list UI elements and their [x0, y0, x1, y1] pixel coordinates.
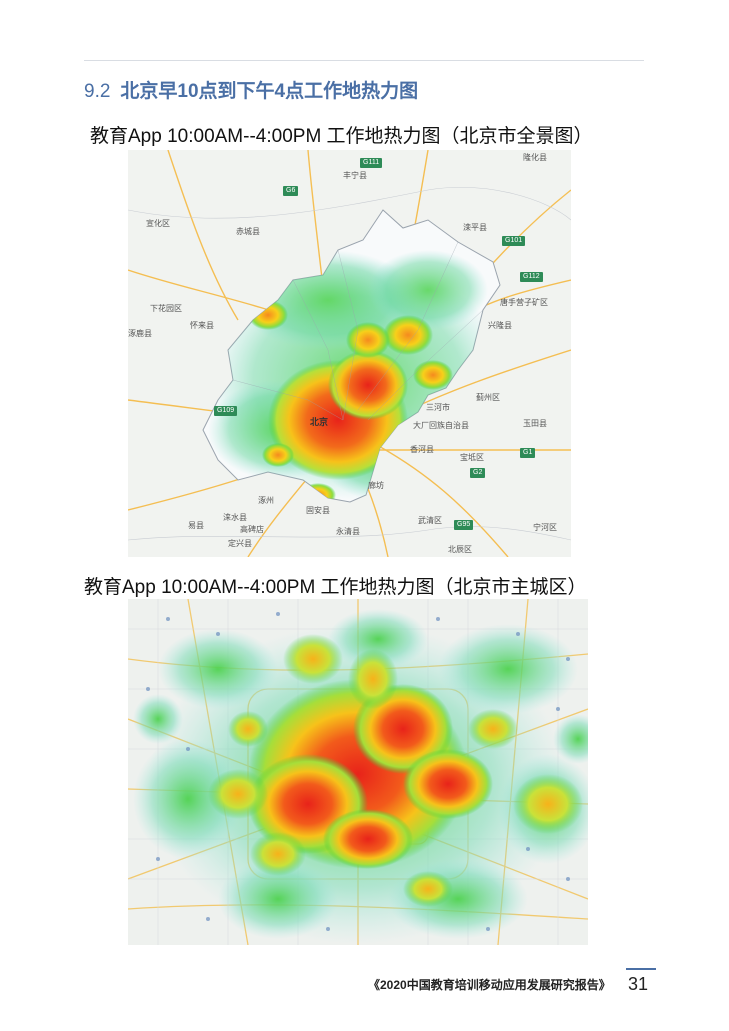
map-label: 高碑店 [240, 525, 264, 534]
heatmap-urban [128, 599, 588, 945]
figure1-caption: 教育App 10:00AM--4:00PM 工作地热力图（北京市全景图） [90, 126, 593, 147]
heatmap-urban-canvas [128, 599, 588, 945]
map-label: 涿鹿县 [128, 329, 152, 338]
highway-shield: G6 [283, 186, 299, 196]
map-label: 隆化县 [523, 153, 547, 162]
map-label: 怀来县 [190, 321, 214, 330]
map-label: 廊坊 [368, 481, 384, 490]
section-title: 9.2 北京早10点到下午4点工作地热力图 [84, 76, 418, 103]
label-beijing: 北京 [310, 417, 329, 427]
map-label: 玉田县 [523, 419, 547, 428]
map-label: 兴隆县 [488, 321, 512, 330]
map-label: 易县 [188, 521, 204, 530]
highway-shield: G1 [520, 448, 536, 458]
map-label: 永清县 [336, 527, 360, 536]
highway-shield: G112 [520, 272, 543, 282]
section-title-text: 北京早10点到下午4点工作地热力图 [120, 81, 419, 102]
footer-report-title: 《2020中国教育培训移动应用发展研究报告》 [368, 978, 611, 992]
map-label: 定兴县 [228, 539, 252, 548]
map-label: 北辰区 [448, 545, 472, 554]
top-rule [84, 60, 644, 61]
section-number: 9.2 [84, 81, 111, 102]
map-label: 宣化区 [146, 219, 170, 228]
map-label: 香河县 [410, 445, 434, 454]
page-number: 31 [628, 974, 649, 994]
heatmap-overview: 北京 丰宁县 隆化县 赤城县 滦平县 兴隆县 怀来县 涿鹿县 下花园区 蓟州区 … [128, 150, 571, 557]
highway-shield: G101 [502, 236, 526, 246]
figure2-caption: 教育App 10:00AM--4:00PM 工作地热力图（北京市主城区） [84, 577, 587, 598]
map-label: 固安县 [306, 506, 330, 515]
highway-shield: G95 [454, 520, 474, 530]
highway-shield: G111 [360, 158, 383, 168]
map-label: 三河市 [426, 403, 450, 412]
map-label: 宝坻区 [460, 453, 484, 462]
map-label: 滦平县 [463, 223, 487, 232]
map-label: 涞水县 [223, 513, 247, 522]
map-label: 大厂回族自治县 [413, 421, 469, 430]
highway-shield: G109 [214, 406, 238, 416]
map-label: 丰宁县 [343, 171, 367, 180]
map-label: 赤城县 [236, 227, 260, 236]
map-label: 蓟州区 [476, 393, 500, 402]
map-label: 下花园区 [150, 304, 182, 313]
highway-shield: G2 [470, 468, 486, 478]
map-label: 涿州 [258, 496, 274, 505]
map-label: 宁河区 [533, 523, 557, 532]
heatmap-overview-canvas [128, 150, 571, 557]
map-label: 唐手营子矿区 [500, 298, 548, 307]
map-label: 武清区 [418, 516, 442, 525]
footer-accent-bar [626, 968, 656, 970]
